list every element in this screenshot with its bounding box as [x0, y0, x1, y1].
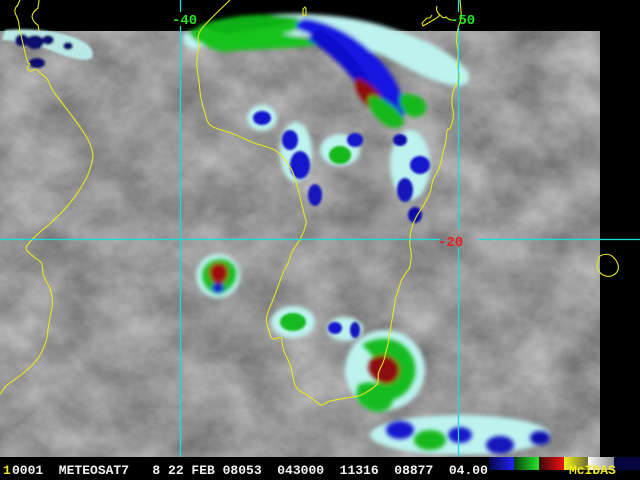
svg-text:-50: -50: [450, 13, 475, 29]
svg-text:-40: -40: [172, 13, 197, 29]
svg-text:-20: -20: [438, 235, 463, 251]
